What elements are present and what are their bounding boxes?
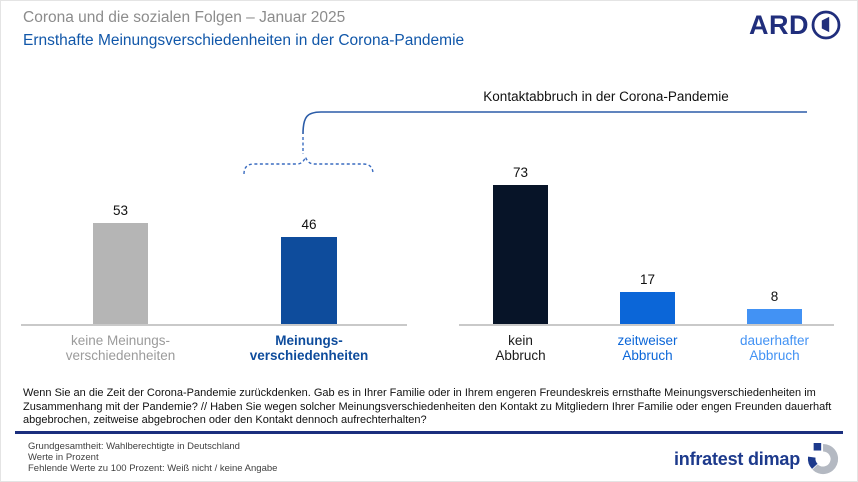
bar-column-meinungsverschiedenheiten: 46 Meinungs- verschiedenheiten xyxy=(250,1,369,363)
survey-question-line: Zusammenhang mit der Pandemie? // Haben … xyxy=(23,400,832,413)
footnote-line: Grundgesamtheit: Wahlberechtigte in Deut… xyxy=(28,441,240,452)
infratest-dimap-logo-text: infratest dimap xyxy=(673,448,800,469)
infratest-dimap-mark-icon xyxy=(807,443,839,475)
bar-value-label: 8 xyxy=(770,289,779,304)
footnotes: Grundgesamtheit: Wahlberechtigte in Deut… xyxy=(28,441,277,474)
bar-category-label: kein Abbruch xyxy=(495,333,546,363)
bar-category-label: zeitweiser Abbruch xyxy=(617,333,678,363)
bar-value-label: 17 xyxy=(639,272,656,287)
bar-category-label: Meinungs- verschiedenheiten xyxy=(249,333,369,363)
bar-value-label: 73 xyxy=(512,165,529,180)
bar-kein-abbruch xyxy=(493,185,548,324)
axis-right-group xyxy=(459,324,834,326)
bar-meinungsverschiedenheiten xyxy=(281,237,337,324)
connector-line xyxy=(302,111,807,135)
ard-one-circle-icon xyxy=(811,10,841,40)
bar-column-dauerhafter-abbruch: 8 dauerhafter Abbruch xyxy=(740,1,809,363)
footnote-line: Fehlende Werte zu 100 Prozent: Weiß nich… xyxy=(28,463,278,474)
bar-keine-meinungsverschiedenheiten xyxy=(93,223,148,324)
survey-question: Wenn Sie an die Zeit der Corona-Pandemie… xyxy=(23,387,843,428)
pretitle: Corona und die sozialen Folgen – Januar … xyxy=(23,9,346,26)
ard-logo-text: ARD xyxy=(749,9,809,40)
footnote-line: Werte in Prozent xyxy=(28,452,99,463)
bar-category-label: keine Meinungs- verschiedenheiten xyxy=(65,333,176,363)
bar-value-label: 46 xyxy=(301,217,317,232)
bar-zeitweiser-abbruch xyxy=(620,292,675,324)
page-title: Ernsthafte Meinungsverschiedenheiten in … xyxy=(23,32,465,49)
axis-left-group xyxy=(21,324,407,326)
survey-question-line: abgebrochen, zeitweise abgebrochen oder … xyxy=(23,414,427,426)
infratest-dimap-logo: infratest dimap xyxy=(674,443,841,475)
ard-logo: ARD xyxy=(749,8,843,42)
bar-category-label: dauerhafter Abbruch xyxy=(739,333,810,363)
bar-column-zeitweiser-abbruch: 17 zeitweiser Abbruch xyxy=(617,1,677,363)
bar-column-kein-abbruch: 73 kein Abbruch xyxy=(493,1,548,363)
right-group-title: Kontaktabbruch in der Corona-Pandemie xyxy=(483,89,729,104)
survey-question-line: Wenn Sie an die Zeit der Corona-Pandemie… xyxy=(23,387,816,399)
bar-value-label: 53 xyxy=(112,203,129,218)
bar-column-keine-meinungsverschiedenheiten: 53 keine Meinungs- verschiedenheiten xyxy=(66,1,176,363)
bar-dauerhafter-abbruch xyxy=(747,309,802,324)
footer-divider xyxy=(15,431,843,434)
